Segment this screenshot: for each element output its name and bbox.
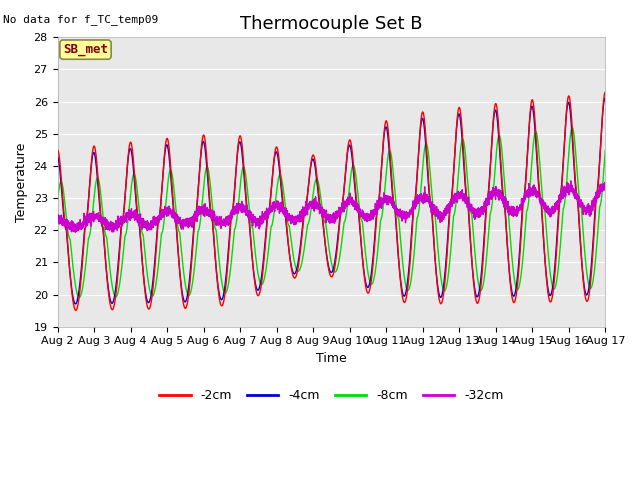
- X-axis label: Time: Time: [316, 352, 347, 365]
- Text: SB_met: SB_met: [63, 43, 108, 56]
- Legend: -2cm, -4cm, -8cm, -32cm: -2cm, -4cm, -8cm, -32cm: [154, 384, 508, 408]
- Title: Thermocouple Set B: Thermocouple Set B: [240, 15, 422, 33]
- Text: No data for f_TC_temp09: No data for f_TC_temp09: [3, 14, 159, 25]
- Y-axis label: Temperature: Temperature: [15, 143, 28, 222]
